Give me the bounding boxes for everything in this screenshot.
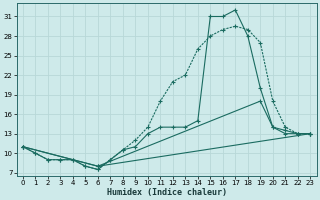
X-axis label: Humidex (Indice chaleur): Humidex (Indice chaleur) <box>107 188 227 197</box>
